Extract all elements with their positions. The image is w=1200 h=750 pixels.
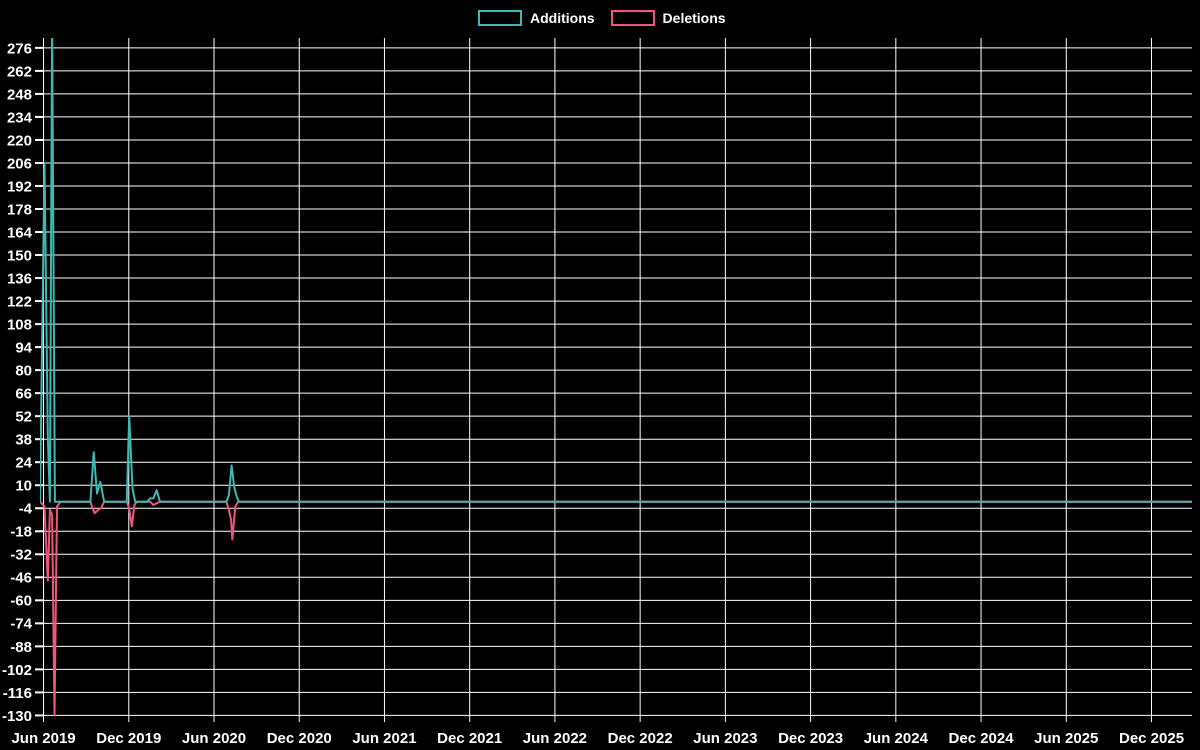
y-tick-label: 192 (7, 178, 32, 195)
legend-item-deletions[interactable]: Deletions (610, 9, 726, 27)
y-tick-label: 136 (7, 270, 32, 287)
legend-item-additions[interactable]: Additions (478, 9, 595, 27)
x-tick-label: Jun 2020 (182, 730, 246, 747)
deletions-swatch-icon (610, 10, 655, 26)
y-tick-label: -88 (10, 639, 32, 656)
x-tick-label: Dec 2022 (608, 730, 673, 747)
x-tick-label: Dec 2024 (949, 730, 1015, 747)
y-tick-label: 80 (15, 363, 32, 380)
x-tick-label: Jun 2022 (523, 730, 587, 747)
y-tick-label: -74 (10, 616, 32, 633)
x-axis-group: Jun 2019 Dec 2019 Jun 2020 Dec 2020 Jun 2021… (11, 730, 1184, 747)
y-tick-label: 164 (7, 224, 33, 241)
x-tick-label: Jun 2024 (864, 730, 929, 747)
y-tick-label: 24 (15, 455, 32, 472)
y-tick-label: -18 (10, 524, 32, 541)
gridlines-group (40, 38, 1192, 722)
y-tick-label: 150 (7, 247, 32, 264)
y-tick-label: -4 (19, 501, 33, 518)
x-tick-label: Dec 2021 (437, 730, 502, 747)
chart-legend: Additions Deletions (478, 8, 742, 28)
x-tick-label: Dec 2025 (1119, 730, 1184, 747)
y-tick-label: 262 (7, 63, 32, 80)
additions-line (40, 38, 1192, 503)
x-tick-label: Jun 2025 (1034, 730, 1098, 747)
y-tick-label: -116 (3, 685, 32, 702)
y-tick-label: 122 (7, 293, 32, 310)
legend-label-additions: Additions (530, 10, 595, 26)
y-tick-label: 248 (7, 86, 32, 103)
y-tick-label: 206 (7, 155, 32, 172)
y-tick-label: 38 (15, 432, 32, 449)
y-tick-label: 94 (15, 340, 32, 357)
y-tick-label: 276 (7, 40, 32, 57)
x-tick-label: Jun 2021 (352, 730, 416, 747)
y-tick-label: 66 (15, 386, 32, 403)
y-tick-label: -32 (10, 547, 32, 564)
y-tick-label: -46 (10, 570, 32, 587)
y-tick-label: 220 (7, 132, 32, 149)
y-tick-label: 52 (15, 409, 32, 426)
additions-swatch-icon (478, 10, 522, 26)
y-tick-label: -102 (2, 662, 32, 679)
x-tick-label: Jun 2023 (693, 730, 757, 747)
y-axis-group: 276 262 248 234 220 206 192 178 164 150 136 122 108 9… (2, 40, 43, 725)
x-tick-label: Dec 2020 (267, 730, 332, 747)
x-tick-label: Dec 2019 (96, 730, 161, 747)
series-group (40, 38, 1192, 717)
y-tick-label: 108 (7, 316, 32, 333)
y-tick-label: 234 (7, 109, 33, 126)
x-tick-label: Jun 2019 (11, 730, 75, 747)
deletions-line (40, 500, 1192, 717)
y-tick-label: 178 (7, 201, 32, 218)
y-tick-label: -130 (2, 708, 32, 725)
legend-label-deletions: Deletions (662, 10, 726, 26)
x-tick-label: Dec 2023 (778, 730, 843, 747)
y-tick-label: -60 (10, 593, 32, 610)
y-tick-label: 10 (15, 478, 32, 495)
